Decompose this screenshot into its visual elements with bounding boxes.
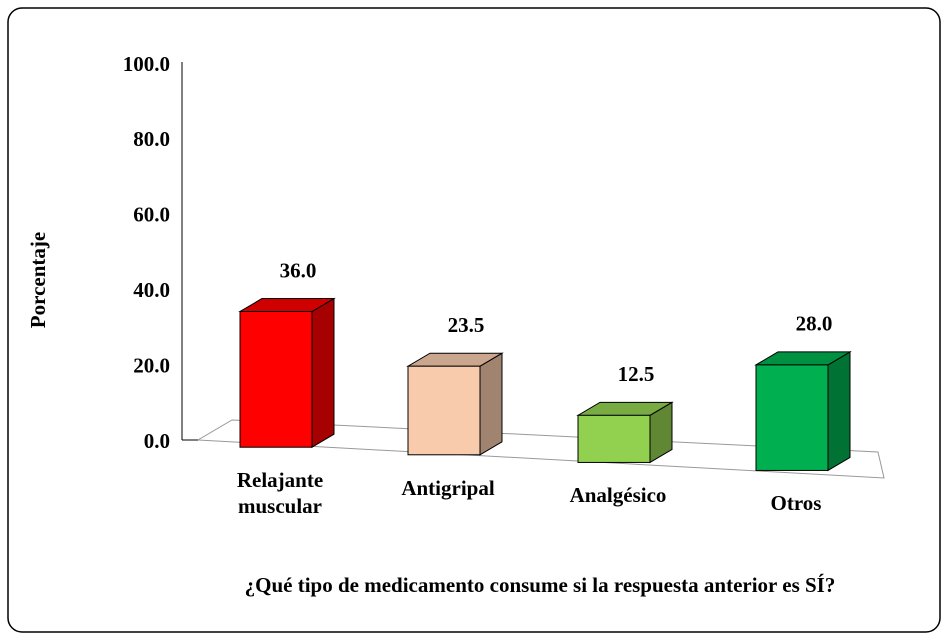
y-axis-label: Porcentaje [26, 232, 50, 328]
bar-side [827, 351, 851, 472]
bar [755, 364, 829, 471]
value-label: 23.5 [448, 313, 485, 337]
y-tick-label: 0.0 [144, 429, 170, 453]
chart-title: ¿Qué tipo de medicamento consume si la r… [244, 573, 836, 597]
x-tick-label: Antigripal [401, 475, 495, 500]
value-label: 12.5 [618, 362, 655, 386]
y-tick-label: 60.0 [133, 203, 170, 227]
y-tick-label: 40.0 [133, 278, 170, 302]
bar-side [311, 297, 335, 449]
x-tick-label: Otros [770, 491, 822, 516]
x-tick-label: Analgésico [569, 483, 667, 508]
bar [407, 365, 481, 456]
floor [196, 419, 885, 479]
y-tick-label: 80.0 [133, 127, 170, 151]
value-label: 28.0 [796, 312, 833, 336]
y-tick-label: 100.0 [123, 52, 170, 76]
bar [577, 414, 651, 463]
bar-side [479, 352, 503, 456]
bar [239, 311, 313, 448]
y-tick-label: 20.0 [133, 353, 170, 377]
value-label: 36.0 [280, 258, 317, 282]
chart-border [7, 7, 941, 633]
x-tick-label: Relajante muscular [236, 468, 324, 519]
